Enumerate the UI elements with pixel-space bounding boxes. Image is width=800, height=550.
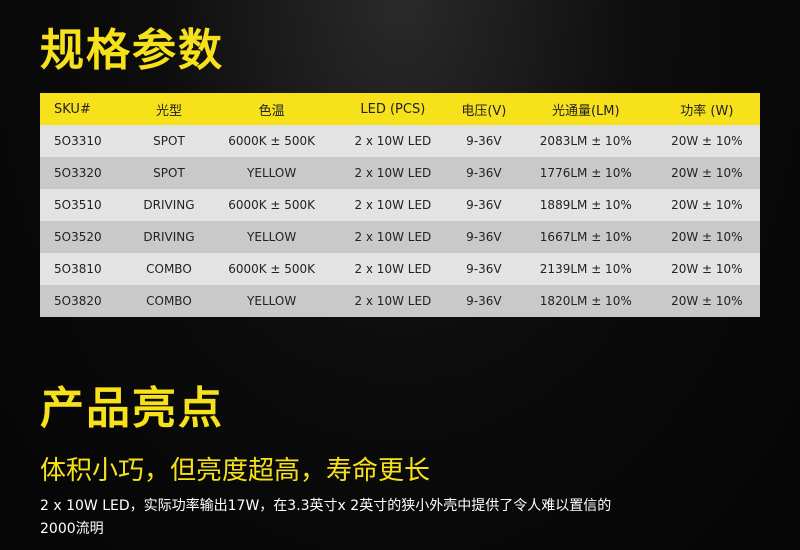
table-cell: 9-36V: [449, 253, 518, 285]
spec-table: SKU# 光型 色温 LED (PCS) 电压(V) 光通量(LM) 功率 (W) 5O331…: [40, 93, 760, 317]
table-cell: 1820LM ± 10%: [517, 285, 654, 317]
table-row: 5O3820 COMBO YELLOW 2 x 10W LED 9-36V 1820LM …: [40, 285, 760, 317]
table-cell: 5O3510: [40, 189, 131, 221]
table-cell: YELLOW: [207, 285, 336, 317]
table-cell: COMBO: [130, 285, 208, 317]
body-text: 2 x 10W LED，实际功率输出17W，在3.3英寸x 2英寸的狭小外壳中提…: [40, 498, 612, 537]
table-cell: SPOT: [130, 157, 208, 189]
table-cell: 2 x 10W LED: [335, 125, 450, 157]
table-cell: 9-36V: [449, 125, 518, 157]
table-cell: 2 x 10W LED: [335, 157, 450, 189]
table-cell: 6000K ± 500K: [207, 253, 336, 285]
table-cell: SPOT: [130, 125, 208, 157]
table-cell: 2083LM ± 10%: [517, 125, 654, 157]
column-header: SKU#: [40, 93, 131, 125]
column-header: 功率 (W): [653, 93, 760, 125]
table-cell: 2 x 10W LED: [335, 285, 450, 317]
table-cell: 2 x 10W LED: [335, 189, 450, 221]
table-row: 5O3520 DRIVING YELLOW 2 x 10W LED 9-36V 1667L…: [40, 221, 760, 253]
table-cell: 1889LM ± 10%: [517, 189, 654, 221]
column-header: 色温: [207, 93, 336, 125]
table-cell: COMBO: [130, 253, 208, 285]
table-cell: DRIVING: [130, 221, 208, 253]
header-row: SKU# 光型 色温 LED (PCS) 电压(V) 光通量(LM) 功率 (W): [40, 93, 760, 125]
table-cell: DRIVING: [130, 189, 208, 221]
column-header: 光型: [130, 93, 208, 125]
table-cell: 5O3310: [40, 125, 131, 157]
table-cell: 5O3810: [40, 253, 131, 285]
table-row: 5O3510 DRIVING 6000K ± 500K 2 x 10W LED 9-36…: [40, 189, 760, 221]
table-cell: 2139LM ± 10%: [517, 253, 654, 285]
table-cell: 9-36V: [449, 221, 518, 253]
column-header: 光通量(LM): [517, 93, 654, 125]
table-cell: 20W ± 10%: [653, 285, 760, 317]
subtitle: 体积小巧，但亮度超高，寿命更长: [40, 456, 431, 486]
table-cell: 2 x 10W LED: [335, 221, 450, 253]
table-cell: YELLOW: [207, 157, 336, 189]
column-header: LED (PCS): [335, 93, 450, 125]
table-cell: 20W ± 10%: [653, 189, 760, 221]
table-cell: 20W ± 10%: [653, 221, 760, 253]
table-cell: 9-36V: [449, 157, 518, 189]
table-cell: 20W ± 10%: [653, 253, 760, 285]
table-cell: 5O3820: [40, 285, 131, 317]
column-header: 电压(V): [449, 93, 518, 125]
section-title: 产品亮点: [40, 383, 224, 434]
table-cell: 5O3320: [40, 157, 131, 189]
table-row: 5O3310 SPOT 6000K ± 500K 2 x 10W LED 9-36V 20…: [40, 125, 760, 157]
table-cell: 9-36V: [449, 285, 518, 317]
table-cell: 2 x 10W LED: [335, 253, 450, 285]
table-cell: 6000K ± 500K: [207, 189, 336, 221]
table-row: 5O3320 SPOT YELLOW 2 x 10W LED 9-36V 1776LM ±…: [40, 157, 760, 189]
table-cell: YELLOW: [207, 221, 336, 253]
table-row: 5O3810 COMBO 6000K ± 500K 2 x 10W LED 9-36V 2…: [40, 253, 760, 285]
table-cell: 20W ± 10%: [653, 157, 760, 189]
table-cell: 5O3520: [40, 221, 131, 253]
table-cell: 20W ± 10%: [653, 125, 760, 157]
table-cell: 1776LM ± 10%: [517, 157, 654, 189]
table-cell: 9-36V: [449, 189, 518, 221]
section-title: 规格参数: [40, 25, 224, 76]
table-cell: 6000K ± 500K: [207, 125, 336, 157]
table-cell: 1667LM ± 10%: [517, 221, 654, 253]
